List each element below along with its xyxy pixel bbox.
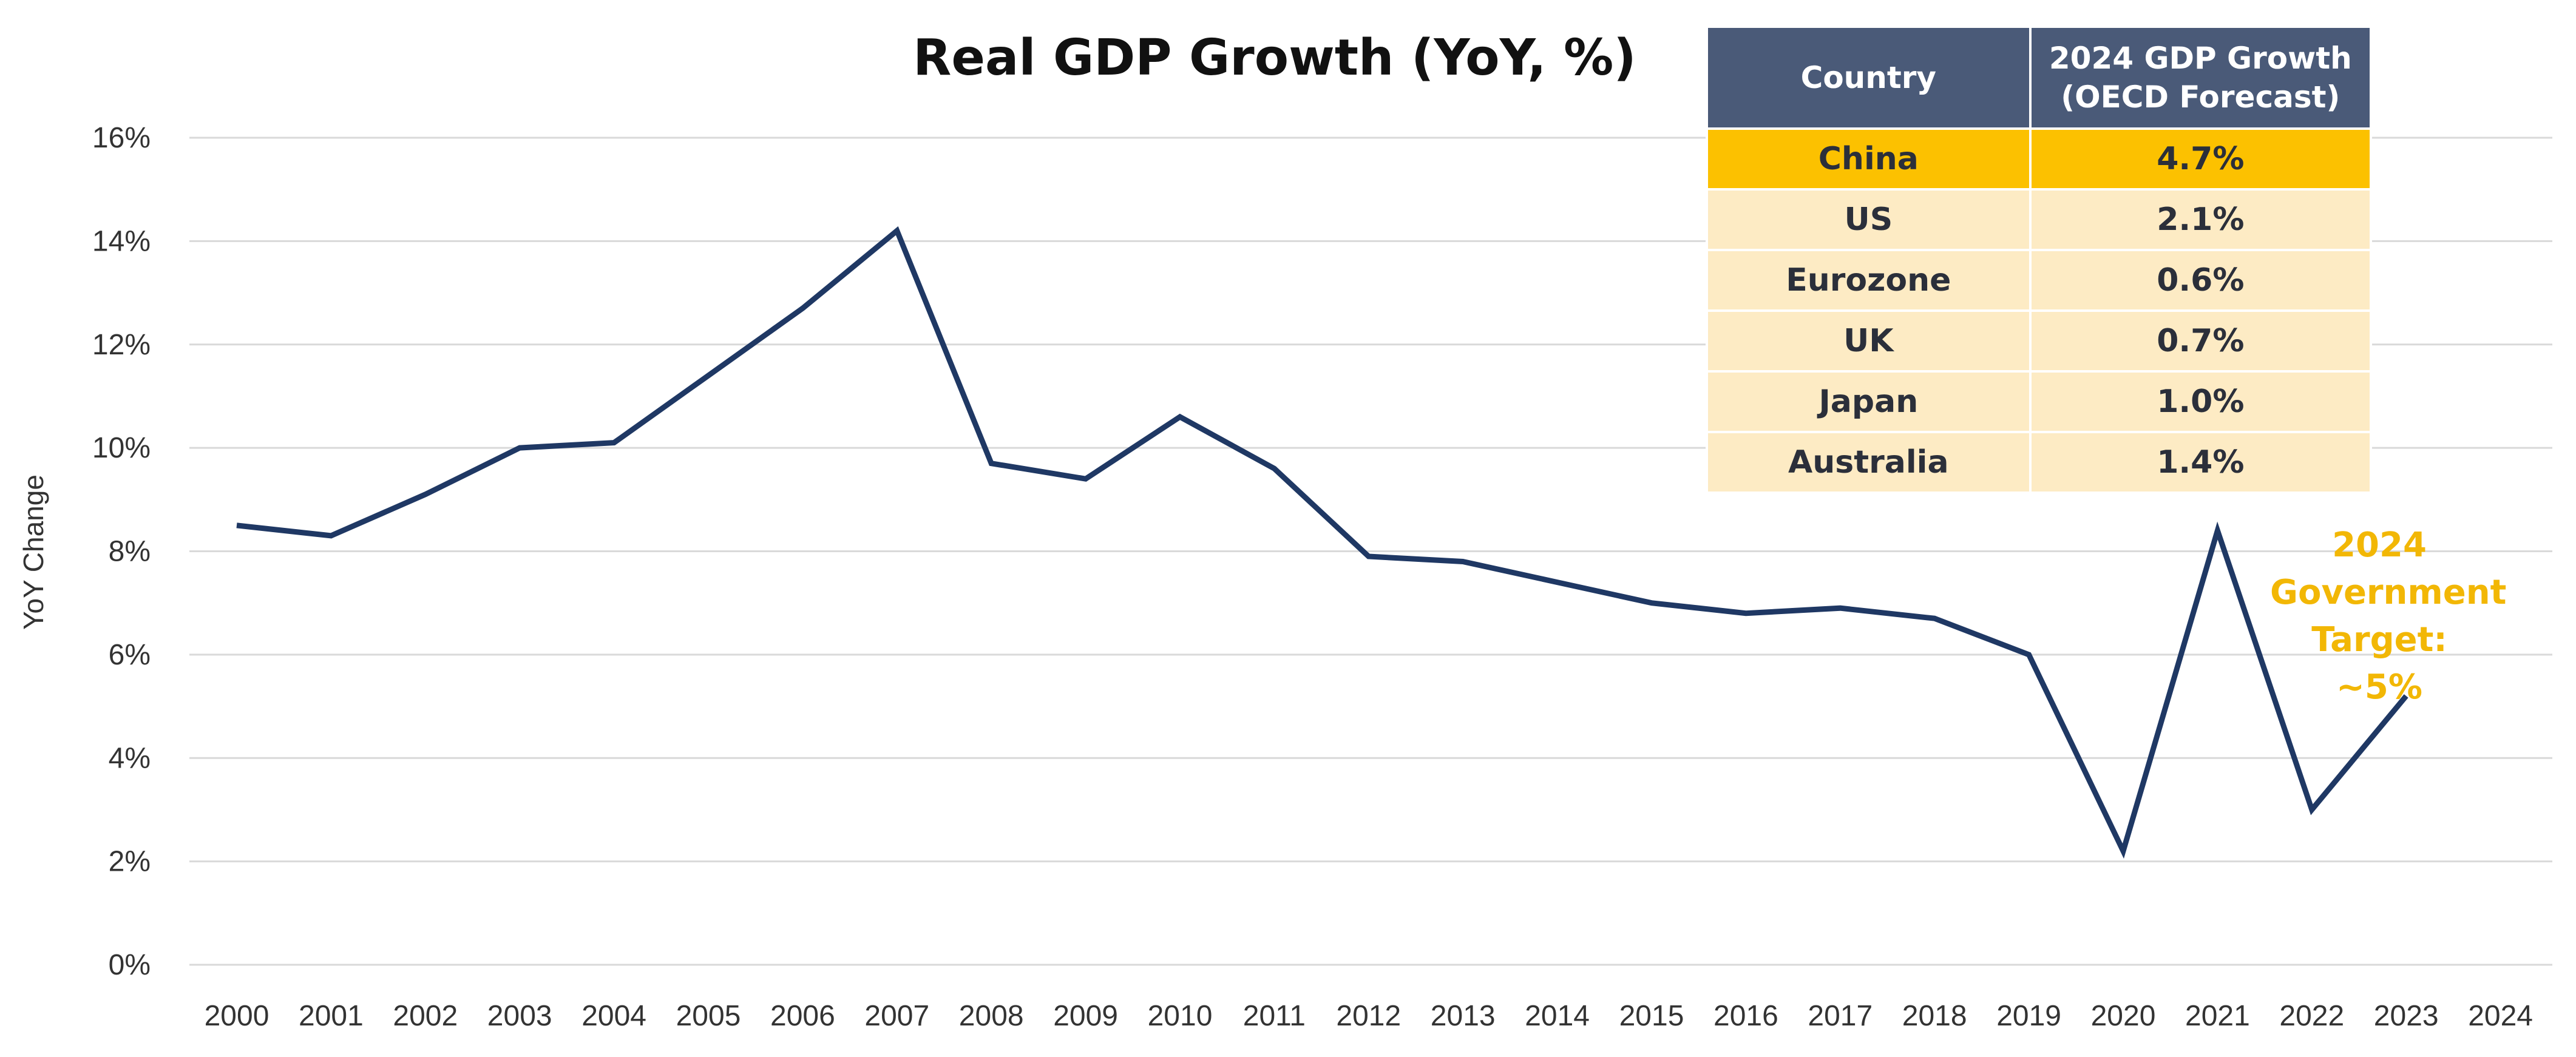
x-tick-label: 2023 [2374, 1000, 2439, 1032]
x-tick-label: 2022 [2279, 1000, 2344, 1032]
y-tick-label: 4% [109, 742, 151, 774]
x-tick-label: 2018 [1902, 1000, 1967, 1032]
y-tick-label: 6% [109, 639, 151, 671]
annotation-line-1: 2024 [2332, 525, 2427, 565]
x-tick-label: 2021 [2185, 1000, 2250, 1032]
x-tick-label: 2009 [1053, 1000, 1118, 1032]
table-row-eurozone: Eurozone 0.6% [1706, 249, 2373, 312]
annotation-line-2: Government [2270, 573, 2507, 612]
table-cell-country: Eurozone [1706, 249, 2032, 312]
y-tick-label: 2% [109, 846, 151, 878]
x-tick-label: 2011 [1243, 1000, 1306, 1032]
table-cell-country: Japan [1706, 370, 2032, 433]
table-cell-value: 1.4% [2029, 431, 2373, 494]
y-axis-ticks: 0% 2% 4% 6% 8% 10% 12% 14% 16% [92, 122, 151, 981]
table-row-japan: Japan 1.0% [1706, 370, 2373, 433]
x-tick-label: 2001 [299, 1000, 364, 1032]
forecast-table: Country 2024 GDP Growth (OECD Forecast) … [1706, 25, 2373, 494]
x-tick-label: 2010 [1148, 1000, 1213, 1032]
x-axis-ticks: 2000 2001 2002 2003 2004 2005 2006 2007 2008 2009… [205, 1000, 2533, 1032]
government-target-annotation: 2024 Government Target: ~5% [2270, 522, 2507, 711]
x-tick-label: 2013 [1431, 1000, 1496, 1032]
table-row-uk: UK 0.7% [1706, 309, 2373, 373]
table-row-us: US 2.1% [1706, 188, 2373, 251]
x-tick-label: 2019 [1996, 1000, 2061, 1032]
y-tick-label: 14% [92, 225, 151, 257]
x-tick-label: 2007 [864, 1000, 929, 1032]
forecast-table-header-row: Country 2024 GDP Growth (OECD Forecast) [1706, 25, 2373, 130]
annotation-line-3: Target: ~5% [2311, 620, 2447, 707]
chart-title: Real GDP Growth (YoY, %) [913, 29, 1636, 87]
header-gdp-growth-label: 2024 GDP Growth (OECD Forecast) [2049, 41, 2352, 115]
table-cell-value: 0.6% [2029, 249, 2373, 312]
y-tick-label: 12% [92, 329, 151, 361]
y-tick-label: 10% [92, 432, 151, 464]
header-country: Country [1706, 25, 2032, 130]
y-tick-label: 0% [109, 949, 151, 981]
table-cell-value: 0.7% [2029, 309, 2373, 373]
x-tick-label: 2014 [1525, 1000, 1590, 1032]
x-tick-label: 2015 [1619, 1000, 1684, 1032]
x-tick-label: 2020 [2091, 1000, 2156, 1032]
table-cell-value: 1.0% [2029, 370, 2373, 433]
table-cell-value: 4.7% [2029, 127, 2373, 191]
x-tick-label: 2012 [1336, 1000, 1401, 1032]
table-cell-country: UK [1706, 309, 2032, 373]
x-tick-label: 2002 [393, 1000, 458, 1032]
table-cell-country: US [1706, 188, 2032, 251]
x-tick-label: 2017 [1808, 1000, 1873, 1032]
table-row-china: China 4.7% [1706, 127, 2373, 191]
grid-lines [189, 137, 2552, 966]
x-tick-label: 2008 [959, 1000, 1024, 1032]
series-line [236, 226, 2408, 859]
x-tick-label: 2003 [487, 1000, 552, 1032]
x-tick-label: 2024 [2468, 1000, 2533, 1032]
table-cell-country: Australia [1706, 431, 2032, 494]
y-tick-label: 8% [109, 536, 151, 568]
series-layer [236, 226, 2408, 859]
x-tick-label: 2005 [676, 1000, 741, 1032]
table-cell-country: China [1706, 127, 2032, 191]
y-axis-label: YoY Change [18, 474, 49, 630]
x-tick-label: 2004 [581, 1000, 646, 1032]
x-tick-label: 2000 [205, 1000, 269, 1032]
x-tick-label: 2006 [770, 1000, 835, 1032]
table-row-australia: Australia 1.4% [1706, 431, 2373, 494]
x-tick-label: 2016 [1713, 1000, 1778, 1032]
table-cell-value: 2.1% [2029, 188, 2373, 251]
header-gdp-growth: 2024 GDP Growth (OECD Forecast) [2029, 25, 2373, 130]
y-tick-label: 16% [92, 122, 151, 154]
